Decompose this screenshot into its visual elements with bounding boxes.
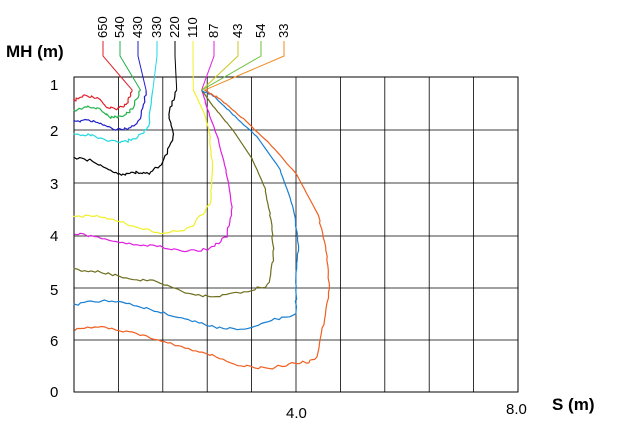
y-tick-labels: 1 2 3 4 5 6 0 (50, 77, 58, 401)
series-label-text: 54 (253, 24, 268, 38)
series-line-33 (74, 89, 331, 370)
series-label-leader (201, 41, 239, 91)
series-label-650: 650 (95, 16, 133, 91)
series-label-87: 87 (201, 24, 221, 91)
series-line-54 (73, 89, 300, 331)
series-label-text: 430 (130, 16, 145, 38)
series-label-leader (102, 41, 133, 91)
series-label-text: 540 (112, 16, 127, 38)
series-label-43: 43 (201, 24, 245, 91)
series-label-540: 540 (112, 16, 142, 91)
series-label-text: 33 (276, 24, 291, 38)
x-tick-label: 8.0 (506, 401, 527, 418)
series-label-110: 110 (185, 17, 200, 91)
series-line-650 (72, 89, 133, 111)
series-label-430: 430 (130, 16, 147, 91)
y-tick-label: 3 (50, 176, 58, 193)
series-label-leader (137, 41, 147, 91)
x-tick-label: 4.0 (286, 405, 307, 422)
series-label-text: 43 (230, 24, 245, 38)
series-label-330: 330 (149, 16, 164, 91)
series-label-text: 330 (149, 16, 164, 38)
series-line-87 (74, 89, 233, 253)
series-label-leader (204, 41, 285, 91)
series-label-text: 87 (206, 24, 221, 38)
series-line-430 (73, 90, 147, 131)
series-label-220: 220 (167, 16, 182, 91)
series-label-33: 33 (204, 24, 291, 91)
series-label-leader (152, 41, 158, 91)
series-lines (72, 89, 331, 370)
y-tick-label: 0 (50, 384, 58, 401)
series-label-leader (201, 41, 262, 91)
y-tick-label: 4 (50, 228, 58, 245)
x-tick-labels: 4.0 8.0 (286, 401, 527, 422)
y-tick-label: 5 (50, 282, 58, 299)
series-line-220 (73, 89, 178, 176)
y-axis-title: MH (m) (6, 42, 64, 61)
series-line-540 (73, 89, 141, 119)
series-line-43 (73, 89, 275, 298)
series-label-leader (119, 41, 142, 91)
series-line-330 (73, 90, 154, 144)
y-tick-label: 2 (50, 123, 58, 140)
series-labels: 650 540 430 330 220 110 87 43 54 33 (95, 16, 291, 91)
x-axis-title: S (m) (552, 395, 595, 414)
y-tick-label: 6 (50, 333, 58, 350)
series-label-text: 650 (95, 16, 110, 38)
series-label-text: 110 (185, 17, 200, 38)
plot-frame (73, 76, 519, 393)
grid (73, 76, 519, 393)
series-line-110 (73, 89, 214, 235)
series-label-54: 54 (201, 24, 268, 91)
series-label-leader (201, 41, 215, 91)
series-label-text: 220 (167, 16, 182, 38)
series-label-leader (174, 41, 178, 91)
y-tick-label: 1 (50, 77, 58, 94)
